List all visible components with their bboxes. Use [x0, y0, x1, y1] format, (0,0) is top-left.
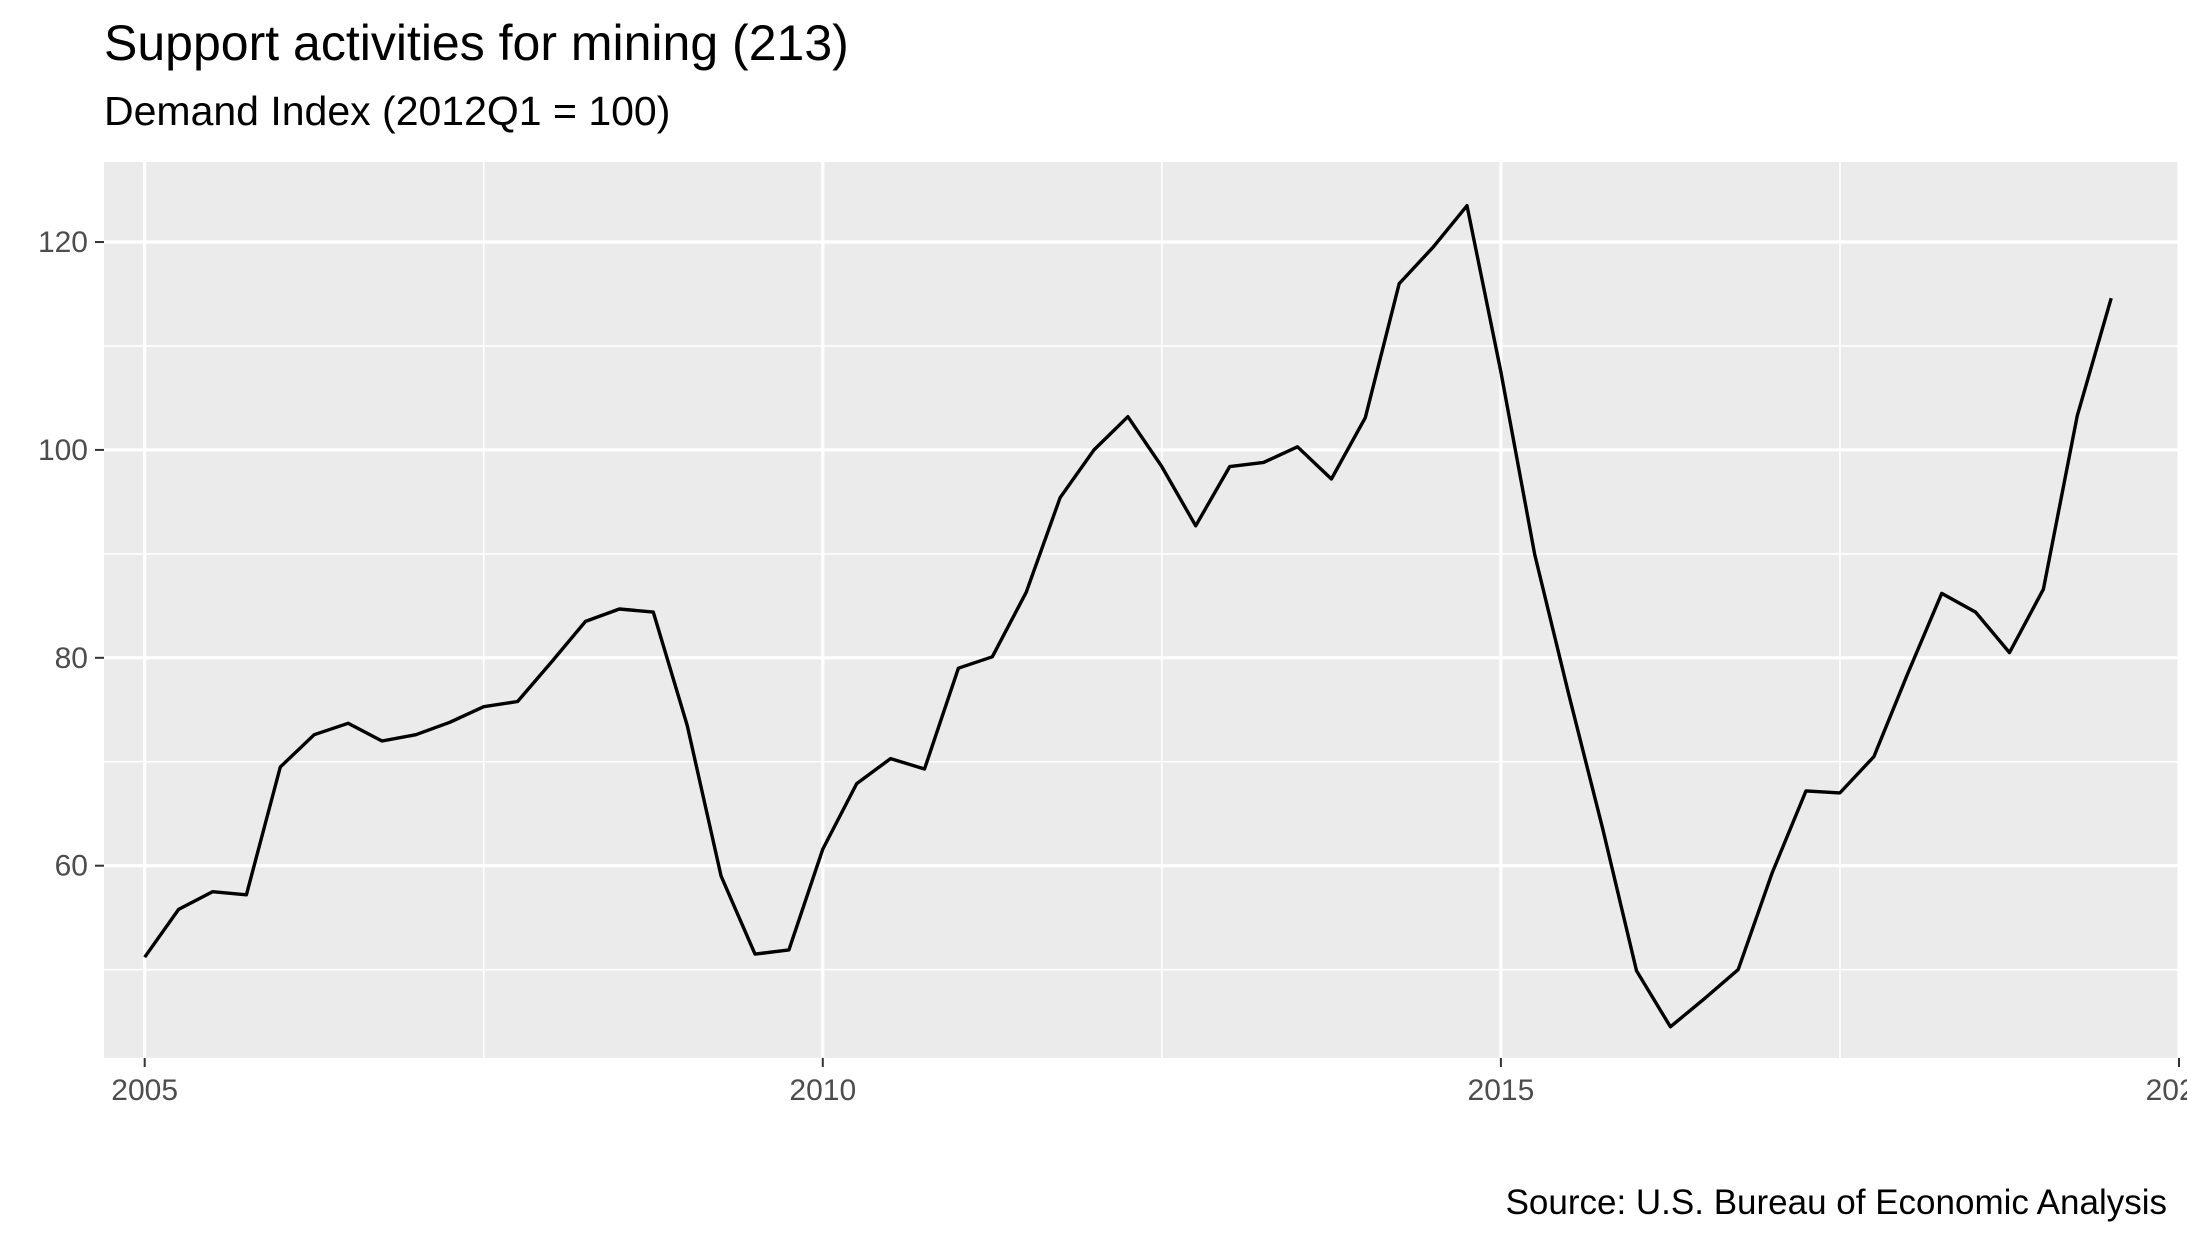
- y-axis: 60 80 100 120: [38, 226, 104, 883]
- minor-gridlines: [104, 162, 2179, 1058]
- x-tick-label: 2020: [2146, 1074, 2187, 1107]
- y-tick-label: 100: [38, 434, 88, 467]
- y-tick-label: 80: [55, 642, 88, 675]
- chart-caption: Source: U.S. Bureau of Economic Analysis: [1505, 1183, 2167, 1222]
- y-tick-label: 120: [38, 226, 88, 259]
- chart-title: Support activities for mining (213): [104, 15, 849, 71]
- major-gridlines: [104, 162, 2181, 1058]
- x-tick-label: 2015: [1468, 1074, 1535, 1107]
- series-line: [143, 204, 2113, 1029]
- plot-panel: [104, 162, 2179, 1058]
- x-axis: 2005 2010 2015 2020: [111, 1058, 2187, 1107]
- x-tick-label: 2010: [789, 1074, 856, 1107]
- chart-subtitle: Demand Index (2012Q1 = 100): [104, 88, 671, 134]
- x-tick-label: 2005: [111, 1074, 178, 1107]
- y-tick-label: 60: [55, 850, 88, 883]
